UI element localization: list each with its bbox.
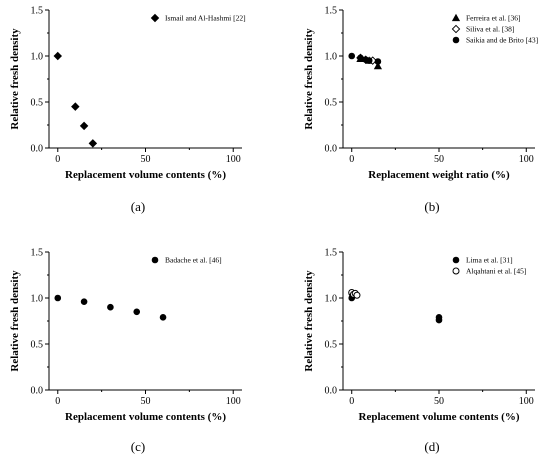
y-tick-label: 1.5: [325, 248, 338, 259]
x-axis-label: Replacement volume contents (%): [359, 411, 520, 423]
x-tick-label: 0: [55, 154, 60, 165]
data-point: [54, 294, 62, 302]
y-axis-label: Relative fresh density: [9, 270, 21, 372]
y-tick-label: 1.0: [31, 294, 44, 305]
x-tick-label: 100: [519, 154, 534, 165]
y-tick-label: 0.0: [325, 386, 338, 397]
legend-label: Ismail and Al-Hashmi [22]: [165, 14, 246, 23]
data-point: [435, 316, 443, 324]
y-tick-label: 1.5: [31, 248, 44, 259]
legend-marker: [452, 256, 460, 264]
y-tick-label: 1.0: [325, 294, 338, 305]
x-tick-label: 50: [141, 154, 151, 165]
x-axis-label: Replacement weight ratio (%): [368, 169, 510, 181]
y-tick-label: 1.0: [31, 52, 44, 63]
legend-marker: [452, 36, 460, 44]
y-tick-label: 0.5: [325, 98, 338, 109]
legend-label: Siliva et al. [38]: [466, 25, 514, 34]
data-point: [80, 298, 88, 305]
panel-caption: (a): [131, 199, 145, 214]
data-point: [71, 102, 80, 111]
legend-label: Lima et al. [31]: [466, 256, 513, 265]
x-axis-label: Replacement volume contents (%): [65, 411, 226, 423]
data-point: [79, 121, 89, 131]
y-tick-label: 0.0: [31, 144, 44, 155]
y-tick-label: 0.5: [31, 340, 44, 351]
legend-marker: [452, 267, 460, 275]
data-point: [373, 61, 383, 70]
x-axis-label: Replacement volume contents (%): [65, 169, 226, 181]
data-point: [133, 308, 141, 316]
y-axis-label: Relative fresh density: [303, 270, 315, 372]
legend-marker: [151, 256, 159, 264]
y-axis-label: Relative fresh density: [9, 28, 21, 130]
legend-marker: [451, 13, 461, 22]
data-point: [159, 314, 167, 321]
data-point: [374, 58, 382, 65]
y-tick-label: 0.5: [31, 98, 44, 109]
x-tick-label: 0: [55, 396, 60, 407]
x-tick-label: 100: [519, 396, 534, 407]
y-tick-label: 0.0: [31, 386, 44, 397]
x-tick-label: 100: [226, 396, 241, 407]
legend-label: Ferreira et al. [36]: [466, 14, 521, 23]
y-tick-label: 1.5: [31, 6, 44, 17]
data-point: [365, 57, 373, 64]
legend-marker: [150, 13, 160, 23]
data-point: [53, 51, 63, 61]
panel-caption: (b): [424, 199, 439, 214]
panel-caption: (d): [424, 439, 439, 454]
y-tick-label: 1.5: [325, 6, 338, 17]
legend-marker: [451, 24, 461, 34]
y-tick-label: 0.0: [325, 144, 338, 155]
x-tick-label: 50: [434, 396, 444, 407]
data-point: [107, 303, 114, 311]
x-tick-label: 0: [349, 154, 354, 165]
y-tick-label: 1.0: [325, 52, 338, 63]
legend-label: Badache et al. [46]: [165, 256, 222, 265]
panel-caption: (c): [131, 439, 145, 454]
data-point: [88, 139, 98, 148]
x-tick-label: 50: [141, 396, 151, 407]
chart-panel-b: 0.0 0.5 1.0 1.5 0 50 100 Replacement weight rat…: [303, 6, 538, 215]
x-tick-label: 100: [226, 154, 241, 165]
y-axis-label: Relative fresh density: [303, 28, 315, 130]
y-tick-label: 0.5: [325, 340, 338, 351]
x-tick-label: 50: [434, 154, 444, 165]
legend-label: Alqahtani et al. [45]: [466, 267, 526, 276]
chart-panel-d: 0.0 0.5 1.0 1.5 0 50 100 Replacement volume con…: [303, 248, 535, 454]
data-point: [353, 291, 361, 299]
x-tick-label: 0: [349, 396, 354, 407]
legend-label: Saikia and de Brito [43]: [466, 36, 538, 45]
data-point: [348, 52, 356, 60]
